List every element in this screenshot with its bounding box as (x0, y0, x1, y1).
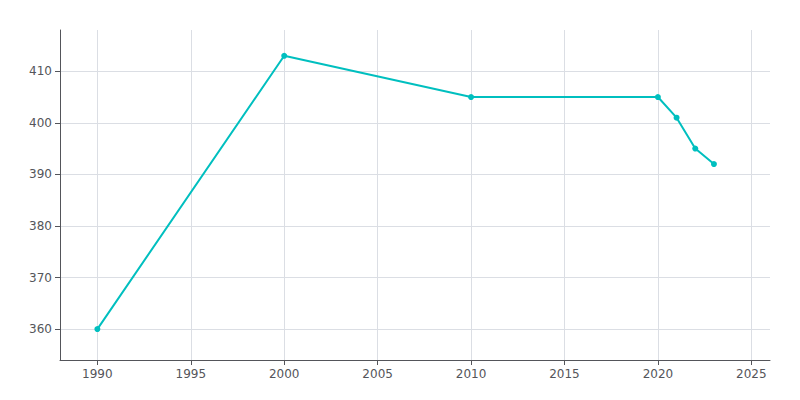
svg-text:2025: 2025 (736, 367, 767, 381)
svg-text:370: 370 (29, 271, 52, 285)
svg-text:2020: 2020 (643, 367, 674, 381)
svg-text:2005: 2005 (362, 367, 393, 381)
svg-text:1990: 1990 (82, 367, 113, 381)
svg-text:360: 360 (29, 322, 52, 336)
svg-text:1995: 1995 (176, 367, 207, 381)
svg-text:2015: 2015 (549, 367, 580, 381)
svg-text:400: 400 (29, 116, 52, 130)
svg-text:2000: 2000 (269, 367, 300, 381)
svg-text:410: 410 (29, 64, 52, 78)
svg-text:2010: 2010 (456, 367, 487, 381)
svg-text:390: 390 (29, 167, 52, 181)
svg-text:380: 380 (29, 219, 52, 233)
